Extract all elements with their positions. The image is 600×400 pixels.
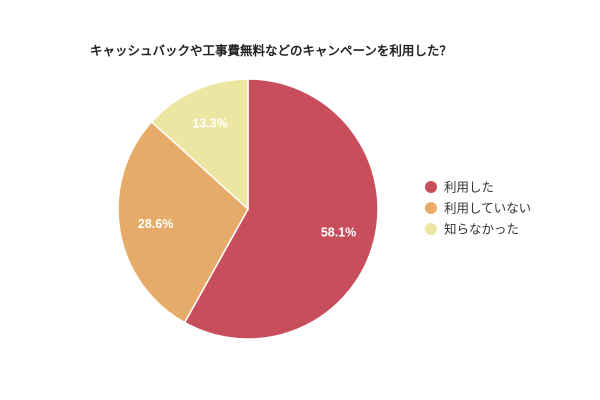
legend-label-1: 利用した xyxy=(444,180,494,195)
slice-value-label-1: 58.1% xyxy=(321,226,356,240)
legend-marker-3 xyxy=(425,223,437,235)
legend-marker-1 xyxy=(425,181,437,193)
pie-labels: 58.1% 28.6% 13.3% xyxy=(138,116,356,239)
legend-marker-2 xyxy=(425,202,437,214)
legend-label-3: 知らなかった xyxy=(444,222,519,237)
pie-slice-3 xyxy=(150,78,249,211)
chart-title: キャッシュバックや工事費無料などのキャンペーンを利用した？ xyxy=(90,43,452,58)
pie-slices xyxy=(117,78,379,340)
legend-label-2: 利用していない xyxy=(444,201,531,216)
pie-slice-2 xyxy=(117,120,249,324)
slice-value-label-2: 28.6% xyxy=(138,217,173,231)
pie-slice-1 xyxy=(183,78,379,340)
slice-value-label-3: 13.3% xyxy=(192,116,227,130)
